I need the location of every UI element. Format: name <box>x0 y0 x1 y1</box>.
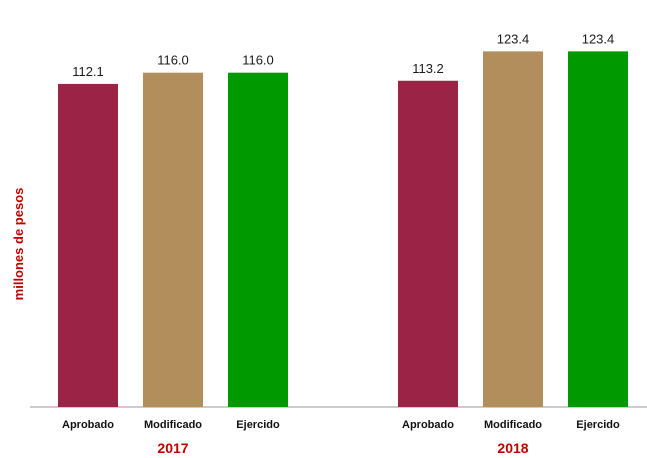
x-tick-label: Aprobado <box>402 419 454 431</box>
y-axis-label: millones de pesos <box>11 188 26 301</box>
group-label-2018: 2018 <box>497 440 528 456</box>
x-tick-label: Aprobado <box>62 419 114 431</box>
bar-2018-ejercido <box>568 51 628 407</box>
data-label: 112.1 <box>72 64 104 79</box>
data-label: 123.4 <box>497 31 530 46</box>
x-tick-label: Ejercido <box>236 419 280 431</box>
x-tick-label: Ejercido <box>576 419 620 431</box>
data-label: 116.0 <box>157 53 189 68</box>
x-tick-label: Modificado <box>144 419 202 431</box>
data-label: 113.2 <box>412 61 444 76</box>
bar-2017-aprobado <box>58 83 118 408</box>
group-label-2017: 2017 <box>157 440 188 456</box>
bar-2017-modificado <box>143 72 203 408</box>
x-tick-label: Modificado <box>484 419 542 431</box>
bar-2017-ejercido <box>228 72 288 408</box>
bar-2018-aprobado <box>398 80 458 407</box>
data-label: 116.0 <box>242 53 274 68</box>
data-label: 123.4 <box>582 31 615 46</box>
bar-2018-modificado <box>483 51 543 407</box>
